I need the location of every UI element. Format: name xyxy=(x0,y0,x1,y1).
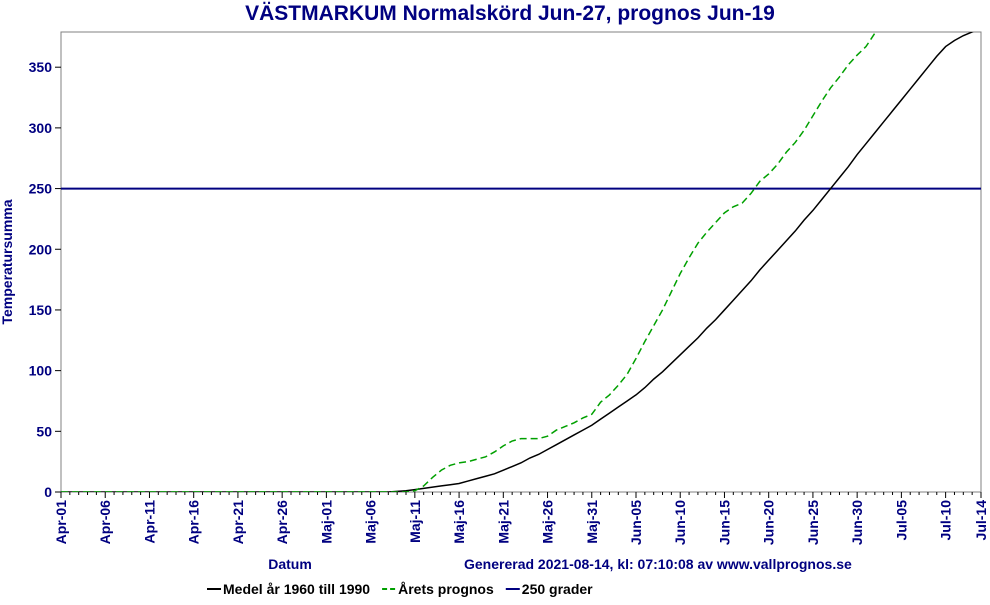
y-tick-label: 150 xyxy=(29,302,53,318)
x-tick-label: Maj-11 xyxy=(407,500,423,543)
x-tick-label: Jun-15 xyxy=(716,500,732,545)
x-tick-label: Maj-31 xyxy=(584,500,600,544)
x-tick-label: Jul-10 xyxy=(938,500,954,541)
legend-label: 250 grader xyxy=(522,581,593,597)
y-tick-label: 350 xyxy=(29,59,53,75)
y-tick-label: 250 xyxy=(29,181,53,197)
x-tick-label: Maj-21 xyxy=(495,500,511,544)
x-tick-label: Apr-06 xyxy=(97,500,113,545)
x-tick-label: Apr-21 xyxy=(230,500,246,545)
x-tick-label: Jun-25 xyxy=(805,500,821,545)
x-tick-label: Jun-10 xyxy=(672,500,688,545)
footer: Genererad 2021-08-14, kl: 07:10:08 av ww… xyxy=(464,556,852,572)
legend-label: Medel år 1960 till 1990 xyxy=(223,581,370,597)
y-tick-label: 100 xyxy=(29,363,53,379)
y-tick-label: 50 xyxy=(36,423,52,439)
x-tick-label: Jun-30 xyxy=(849,500,865,545)
y-tick-label: 0 xyxy=(44,484,52,500)
y-axis-label: Temperatursumma xyxy=(0,199,15,324)
x-tick-label: Apr-26 xyxy=(274,500,290,545)
plot-area xyxy=(61,32,981,492)
chart-title: VÄSTMARKUM Normalskörd Jun-27, prognos J… xyxy=(245,2,775,25)
y-tick-label: 300 xyxy=(29,120,53,136)
x-tick-label: Maj-06 xyxy=(363,500,379,544)
x-tick-label: Apr-01 xyxy=(53,500,69,545)
x-axis-label: Datum xyxy=(268,556,312,572)
series-line xyxy=(61,32,877,492)
x-tick-label: Maj-16 xyxy=(451,500,467,544)
x-tick-label: Apr-16 xyxy=(186,500,202,545)
x-tick-label: Jul-05 xyxy=(893,500,909,541)
x-tick-label: Jun-20 xyxy=(761,500,777,545)
legend-label: Årets prognos xyxy=(398,581,494,597)
x-tick-label: Apr-11 xyxy=(141,500,157,544)
x-tick-label: Maj-26 xyxy=(540,500,556,544)
series-line xyxy=(61,32,974,492)
x-tick-label: Jul-14 xyxy=(973,500,989,541)
y-tick-label: 200 xyxy=(29,241,53,257)
x-tick-label: Jun-05 xyxy=(628,500,644,545)
x-tick-label: Maj-01 xyxy=(318,500,334,544)
